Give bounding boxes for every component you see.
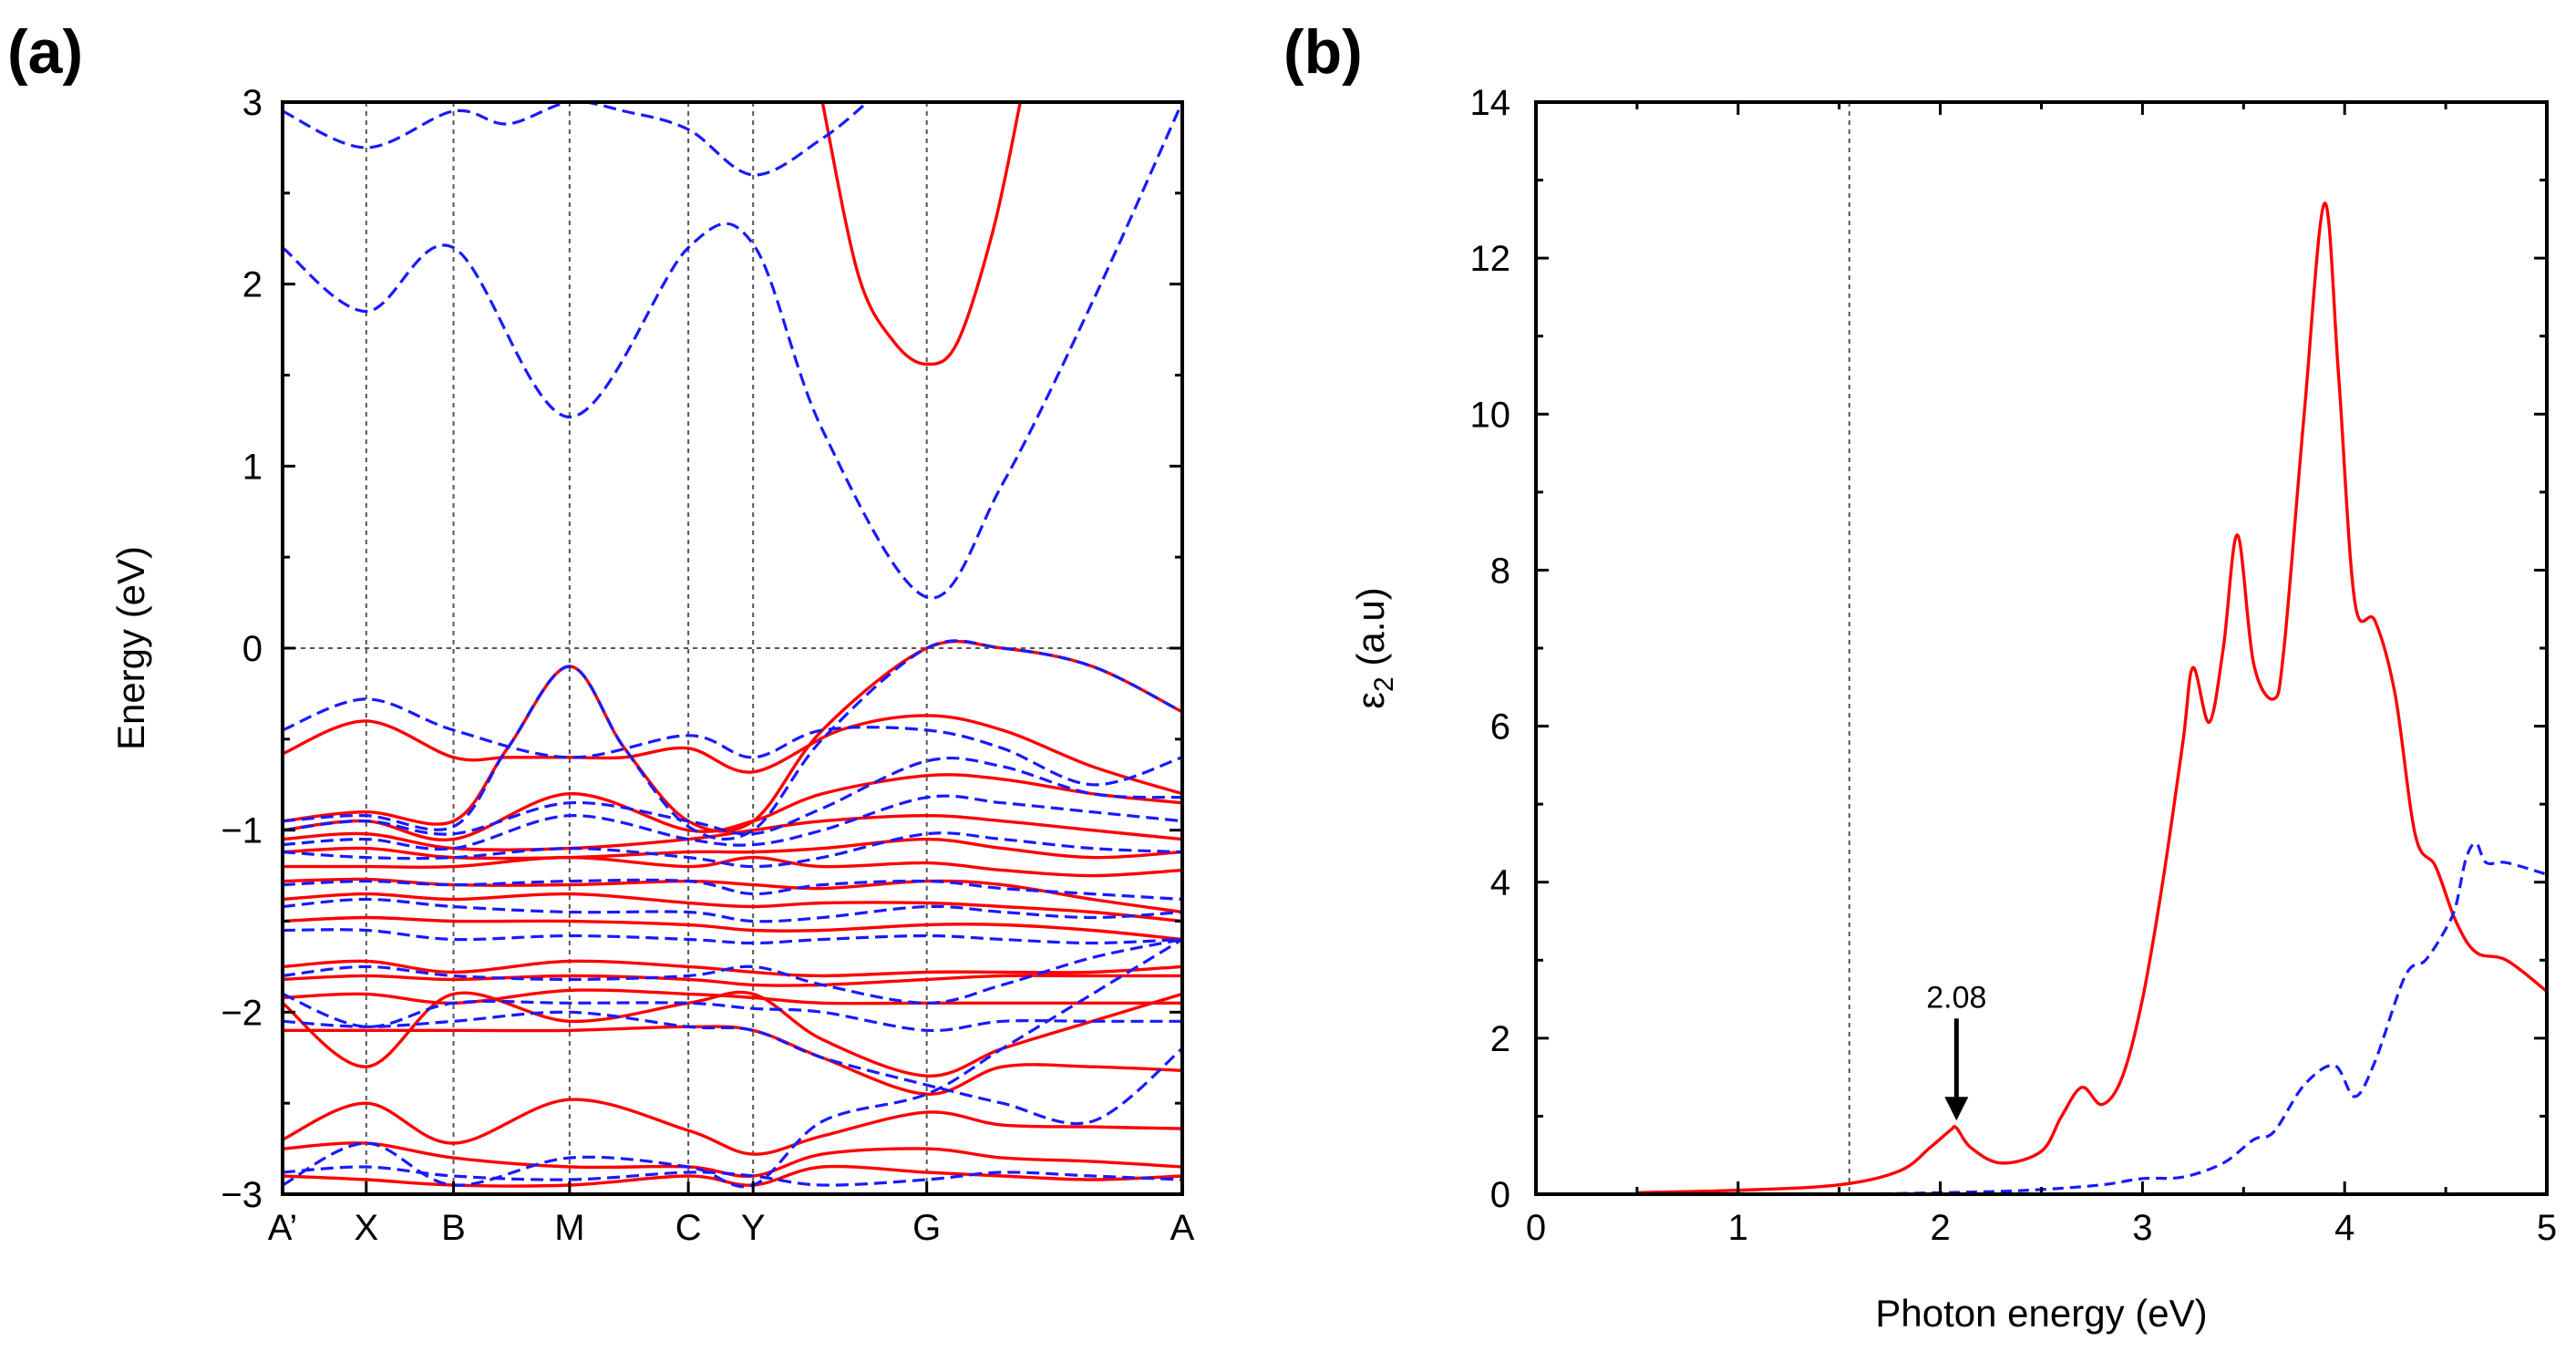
x-tick-label: 1 xyxy=(1728,1208,1748,1248)
panel-b-label: (b) xyxy=(1283,17,1363,87)
x-tick-label: 0 xyxy=(1526,1208,1546,1248)
k-point-label: A xyxy=(1170,1208,1195,1248)
band-line-solid xyxy=(820,102,1022,366)
band-line-solid xyxy=(283,892,1182,923)
band-line-dashed xyxy=(283,794,1182,851)
y-tick-label: 10 xyxy=(1470,395,1511,435)
y-tick-label: 6 xyxy=(1490,707,1510,748)
panel-a-ticks: −3 −2 −1 0 1 2 3 A’ X B M C Y G A xyxy=(221,83,1194,1248)
epsilon-curve-dashed xyxy=(1636,841,2547,1194)
x-tick-label: 3 xyxy=(2132,1208,2152,1248)
y-tick-label: 2 xyxy=(242,265,263,305)
k-point-label: B xyxy=(441,1208,466,1248)
k-point-label: G xyxy=(912,1208,941,1248)
y-axis-title-symbol: ε xyxy=(1349,692,1392,709)
band-line-solid xyxy=(283,1098,1182,1156)
band-line-dashed xyxy=(283,639,1182,841)
panel-b-frame xyxy=(1534,100,2549,1196)
panel-b-x-axis-title: Photon energy (eV) xyxy=(1875,1292,2207,1335)
band-line-solid xyxy=(283,855,1182,878)
panel-b-curves xyxy=(1636,201,2547,1194)
band-line-dashed xyxy=(283,102,1182,600)
band-line-solid xyxy=(283,990,1182,1078)
annotation-label: 2.08 xyxy=(1926,980,1986,1015)
y-tick-label: 0 xyxy=(1490,1175,1510,1215)
k-point-label: A’ xyxy=(268,1208,298,1248)
y-axis-title-subscript: 2 xyxy=(1369,676,1399,692)
band-line-dashed xyxy=(283,697,1182,787)
panel-a-bands xyxy=(283,102,1182,1189)
band-line-solid xyxy=(283,639,1182,833)
y-tick-label: 2 xyxy=(1490,1019,1510,1059)
y-tick-label: 12 xyxy=(1470,239,1511,279)
band-line-dashed xyxy=(283,897,1182,923)
band-line-dashed xyxy=(283,992,1182,1033)
k-point-label: Y xyxy=(741,1208,766,1248)
band-line-dashed xyxy=(283,878,1182,902)
band-line-dashed xyxy=(283,831,1182,869)
y-tick-label: 0 xyxy=(242,629,263,669)
x-tick-label: 2 xyxy=(1930,1208,1950,1248)
band-line-solid xyxy=(283,988,1182,1006)
k-point-label: X xyxy=(354,1208,378,1248)
band-line-dashed xyxy=(283,1165,1182,1187)
k-point-label: C xyxy=(675,1208,702,1248)
x-tick-label: 4 xyxy=(2334,1208,2354,1248)
band-line-solid xyxy=(283,714,1182,796)
panel-b-annotation: 2.08 xyxy=(1926,980,1986,1121)
band-line-solid xyxy=(283,915,1182,942)
panel-a-y-axis-title: Energy (eV) xyxy=(109,546,152,750)
y-tick-label: −3 xyxy=(221,1175,263,1215)
band-line-solid xyxy=(283,837,1182,861)
panel-a-label: (a) xyxy=(7,17,83,87)
y-tick-label: 8 xyxy=(1490,551,1510,591)
band-line-dashed xyxy=(283,102,869,177)
y-tick-label: 14 xyxy=(1470,83,1511,123)
band-line-dashed xyxy=(283,1010,1182,1126)
panel-b-y-axis-title: ε2 (a.u) xyxy=(1349,587,1399,708)
band-line-solid xyxy=(283,974,1182,987)
panel-a-reference-lines xyxy=(283,102,1182,1194)
band-line-solid xyxy=(283,877,1182,914)
band-line-solid xyxy=(283,959,1182,978)
y-tick-label: −1 xyxy=(221,811,263,851)
y-tick-label: 1 xyxy=(242,447,263,487)
band-line-solid xyxy=(283,1025,1182,1096)
y-tick-label: 4 xyxy=(1490,863,1510,903)
band-line-solid xyxy=(283,773,1182,841)
annotation-arrow-head xyxy=(1944,1097,1969,1121)
epsilon-curve-solid xyxy=(1636,201,2547,1194)
band-line-dashed xyxy=(283,928,1182,945)
y-tick-label: 3 xyxy=(242,83,263,123)
k-point-label: M xyxy=(554,1208,584,1248)
band-line-dashed xyxy=(283,756,1182,836)
x-tick-label: 5 xyxy=(2537,1208,2557,1248)
y-tick-label: −2 xyxy=(221,993,263,1033)
panel-a: (a) −3 −2 −1 0 1 2 3 A’ X B M C Y G A Energy (eV) xyxy=(7,17,1195,1248)
y-axis-title-unit: (a.u) xyxy=(1349,587,1392,676)
